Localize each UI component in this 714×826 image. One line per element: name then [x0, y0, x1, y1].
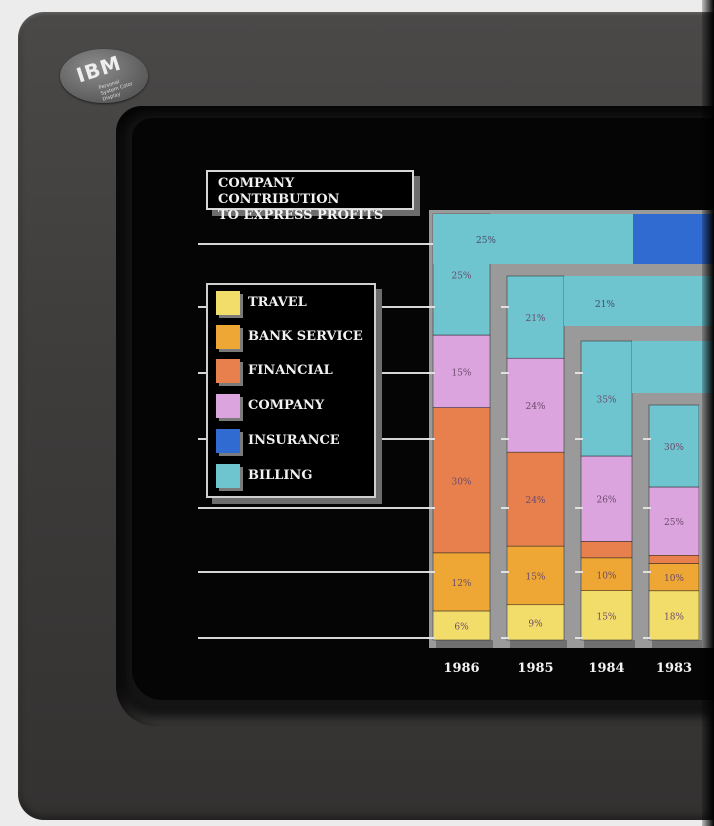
category-label: 1985	[517, 661, 553, 676]
legend-label-billing: BILLING	[248, 468, 313, 483]
bar-segment-company	[580, 455, 633, 542]
legend-swatch-bank-service	[216, 325, 240, 349]
bar-segment-insurance-top	[633, 214, 714, 264]
bar-segment-travel	[432, 610, 491, 641]
bar-base-shadow	[584, 640, 635, 648]
chart-title-line-1: COMPANY CONTRIBUTION	[218, 176, 340, 207]
bar-label: 15%	[525, 572, 545, 582]
bar-label: 10%	[596, 571, 616, 581]
ibm-badge: IBM Personal System Color Display	[60, 49, 148, 103]
legend-swatch-travel	[216, 291, 240, 315]
bar-label: 9%	[528, 619, 543, 629]
bar-segment-bank-service	[580, 557, 633, 591]
bar-base-shadow	[510, 640, 567, 648]
bar-label: 25%	[664, 518, 684, 528]
bar-segment-bank-service	[432, 552, 491, 612]
bar-segment-bank-service	[648, 563, 700, 592]
right-edge-shadow	[702, 0, 714, 826]
bar-segment-billing	[580, 340, 633, 457]
category-label: 1984	[588, 661, 624, 676]
bar-segment-billing-strip	[632, 341, 714, 393]
legend-label-bank-service: BANK SERVICE	[248, 329, 363, 344]
bar-label: 24%	[525, 402, 545, 412]
legend-swatch-financial	[216, 359, 240, 383]
bar-label: 25%	[451, 272, 471, 282]
bar-segment-company	[506, 357, 565, 453]
chart-title: COMPANY CONTRIBUTION TO EXPRESS PROFITS	[206, 170, 414, 223]
legend-label-travel: TRAVEL	[248, 295, 307, 310]
legend-label-financial: FINANCIAL	[248, 363, 333, 378]
bar-label: 10%	[664, 574, 684, 584]
bar-label: 18%	[664, 612, 684, 622]
bar-segment-company	[648, 486, 700, 556]
bar-label: 15%	[596, 612, 616, 622]
bar-segment-travel	[506, 604, 565, 641]
bar-label: 21%	[525, 314, 545, 324]
legend-swatch-company	[216, 394, 240, 418]
bar-segment-financial	[580, 541, 633, 559]
legend-label-company: COMPANY	[248, 398, 325, 413]
chart-title-line-2: TO EXPRESS PROFITS	[218, 208, 384, 223]
bar-label: 26%	[596, 496, 616, 506]
category-label: 1986	[443, 661, 479, 676]
bar-segment-travel	[648, 590, 700, 641]
legend-swatch-billing	[216, 464, 240, 488]
category-label: 1983	[656, 661, 692, 676]
legend-swatch-insurance	[216, 429, 240, 453]
bar-base-shadow	[436, 640, 493, 648]
bar-segment-billing-top	[433, 214, 633, 264]
bar-label: 25%	[476, 236, 496, 246]
bar-label: 35%	[596, 396, 616, 406]
bar-segment-financial	[648, 555, 700, 564]
bar-label: 6%	[454, 622, 469, 632]
bar-label: 30%	[664, 443, 684, 453]
bar-segment-travel	[580, 590, 633, 641]
bar-label: 15%	[451, 368, 471, 378]
bar-segment-billing	[506, 275, 565, 359]
bar-segment-bank-service	[506, 545, 565, 606]
bar-segment-company	[432, 334, 491, 408]
bar-segment-billing-strip	[564, 276, 714, 326]
bar-base-shadow	[652, 640, 702, 648]
bar-label: 12%	[451, 579, 471, 589]
bar-label: 24%	[525, 496, 545, 506]
bar-segment-financial	[432, 407, 491, 554]
chart-legend: TRAVEL BANK SERVICE FINANCIAL COMPANY IN…	[206, 283, 376, 498]
bar-label: 30%	[451, 477, 471, 487]
bar-label: 21%	[595, 300, 615, 310]
bar-segment-billing	[648, 404, 700, 488]
legend-label-insurance: INSURANCE	[248, 433, 340, 448]
